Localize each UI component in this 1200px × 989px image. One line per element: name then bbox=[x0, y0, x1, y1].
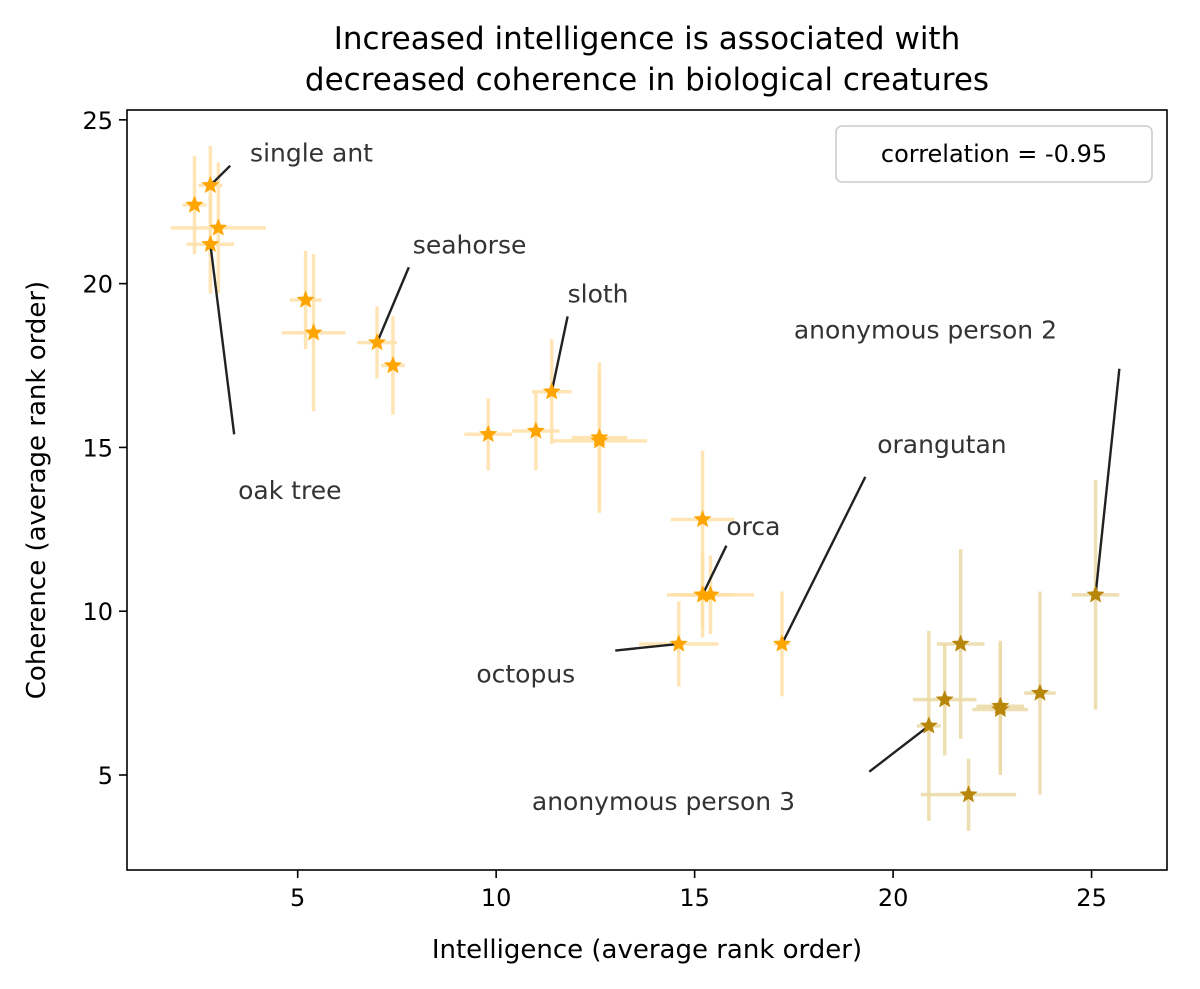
animal-data-point bbox=[296, 290, 315, 308]
human-data-point bbox=[959, 785, 978, 803]
y-axis-label: Coherence (average rank order) bbox=[22, 281, 52, 699]
annotation-leader-line bbox=[780, 476, 867, 645]
x-axis-label: Intelligence (average rank order) bbox=[432, 935, 862, 965]
y-axis-ticks: 5 10 15 20 25 bbox=[82, 107, 127, 790]
annotation-leader-line bbox=[701, 545, 728, 596]
animal-data-point bbox=[669, 634, 688, 652]
x-tick-label: 25 bbox=[1076, 884, 1107, 912]
annotation-octopus: octopus bbox=[476, 659, 575, 688]
x-tick-label: 10 bbox=[481, 884, 512, 912]
y-tick-label: 20 bbox=[82, 271, 113, 299]
annotation-labels-group: single ant seahorse sloth oak tree anonymous… bbox=[238, 139, 1057, 817]
annotation-lines-group bbox=[209, 164, 1121, 773]
x-tick-label: 5 bbox=[290, 884, 305, 912]
legend: correlation = -0.95 bbox=[835, 125, 1153, 183]
annotation-leader-line bbox=[550, 316, 569, 392]
animal-data-point bbox=[304, 323, 323, 341]
x-tick-label: 20 bbox=[878, 884, 909, 912]
plot-area bbox=[127, 110, 1167, 870]
animal-data-point bbox=[772, 634, 791, 652]
annotation-leader-line bbox=[868, 724, 930, 773]
human-data-point bbox=[935, 690, 954, 708]
animal-data-point bbox=[693, 585, 712, 603]
animal-data-point bbox=[209, 218, 228, 236]
human-data-point bbox=[919, 716, 938, 734]
legend-box bbox=[835, 125, 1153, 183]
data-points-group bbox=[185, 175, 1105, 803]
annotation-sloth: sloth bbox=[568, 279, 629, 308]
y-tick-label: 10 bbox=[82, 598, 113, 626]
animal-data-point bbox=[526, 421, 545, 439]
annotation-orca: orca bbox=[726, 512, 780, 541]
annotation-anonymous-person-2: anonymous person 2 bbox=[794, 315, 1057, 344]
annotation-seahorse: seahorse bbox=[413, 230, 527, 259]
annotation-single-ant: single ant bbox=[250, 139, 373, 168]
y-tick-label: 5 bbox=[98, 762, 113, 790]
animal-data-point bbox=[201, 175, 220, 194]
x-tick-label: 15 bbox=[679, 884, 710, 912]
human-data-point bbox=[1086, 585, 1105, 603]
animal-data-point bbox=[701, 585, 720, 603]
animal-data-point bbox=[479, 424, 498, 442]
animal-data-point bbox=[590, 431, 609, 449]
animal-data-point bbox=[542, 382, 561, 400]
chart-title-line-2: decreased coherence in biological creatu… bbox=[305, 62, 989, 98]
annotation-leader-line bbox=[1094, 368, 1121, 595]
legend-correlation: correlation = -0.95 bbox=[881, 140, 1107, 168]
annotation-leader-line bbox=[615, 642, 679, 652]
y-tick-label: 25 bbox=[82, 107, 113, 135]
annotation-leader-line bbox=[209, 244, 236, 435]
x-axis-ticks: 5 10 15 20 25 bbox=[290, 870, 1107, 912]
human-data-point bbox=[1030, 683, 1050, 701]
animal-data-point bbox=[368, 333, 387, 351]
annotation-orangutan: orangutan bbox=[877, 430, 1006, 459]
annotation-leader-line bbox=[375, 266, 410, 344]
human-data-point bbox=[991, 699, 1010, 718]
plot-frame bbox=[126, 109, 1168, 871]
chart-title-line-1: Increased intelligence is associated wit… bbox=[334, 21, 960, 57]
human-data-point bbox=[951, 634, 970, 652]
annotation-oak-tree: oak tree bbox=[238, 476, 341, 505]
animal-data-point bbox=[185, 195, 204, 213]
y-tick-label: 15 bbox=[82, 434, 113, 462]
animal-data-point bbox=[383, 356, 402, 374]
animal-data-point bbox=[201, 234, 220, 252]
animal-data-point bbox=[693, 509, 712, 528]
annotation-anonymous-person-3: anonymous person 3 bbox=[532, 787, 795, 816]
